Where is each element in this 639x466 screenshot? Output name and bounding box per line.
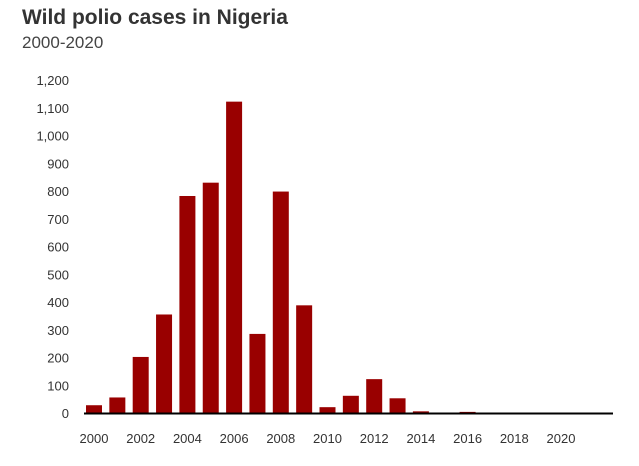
x-tick-label: 2010 — [313, 431, 342, 446]
x-tick-label: 2002 — [126, 431, 155, 446]
y-tick-label: 700 — [47, 212, 69, 227]
chart-subtitle: 2000-2020 — [22, 33, 104, 52]
bar-2012 — [366, 379, 383, 413]
x-tick-label: 2000 — [80, 431, 109, 446]
y-tick-label: 600 — [47, 240, 69, 255]
bar-2009 — [296, 305, 313, 413]
bar-2011 — [342, 395, 359, 413]
x-tick-label: 2014 — [406, 431, 435, 446]
y-tick-label: 1,200 — [36, 73, 69, 88]
y-tick-label: 300 — [47, 323, 69, 338]
y-tick-label: 1,000 — [36, 129, 69, 144]
bar-2000 — [86, 405, 102, 413]
x-tick-label: 2006 — [220, 431, 249, 446]
bar-2001 — [109, 397, 126, 413]
x-tick-label: 2004 — [173, 431, 202, 446]
y-tick-label: 1,100 — [36, 101, 69, 116]
bar-2004 — [179, 195, 196, 413]
y-tick-label: 0 — [62, 406, 69, 421]
x-tick-label: 2016 — [453, 431, 482, 446]
y-tick-label: 900 — [47, 156, 69, 171]
bar-2007 — [249, 333, 266, 413]
bar-2008 — [272, 191, 289, 413]
x-tick-label: 2012 — [360, 431, 389, 446]
y-tick-label: 200 — [47, 351, 69, 366]
bar-2010 — [319, 407, 336, 413]
bar-2005 — [202, 182, 219, 413]
bar-2002 — [132, 356, 149, 413]
bar-2003 — [156, 314, 173, 413]
bar-2006 — [226, 101, 243, 414]
x-tick-label: 2018 — [500, 431, 529, 446]
y-tick-label: 400 — [47, 295, 69, 310]
y-tick-label: 800 — [47, 184, 69, 199]
bar-2013 — [389, 398, 406, 413]
x-tick-label: 2008 — [266, 431, 295, 446]
chart-title: Wild polio cases in Nigeria — [22, 6, 288, 29]
x-tick-label: 2020 — [547, 431, 576, 446]
bar-2016 — [459, 411, 476, 413]
y-tick-label: 500 — [47, 267, 69, 282]
bar-2014 — [412, 411, 429, 413]
y-tick-label: 100 — [47, 378, 69, 393]
